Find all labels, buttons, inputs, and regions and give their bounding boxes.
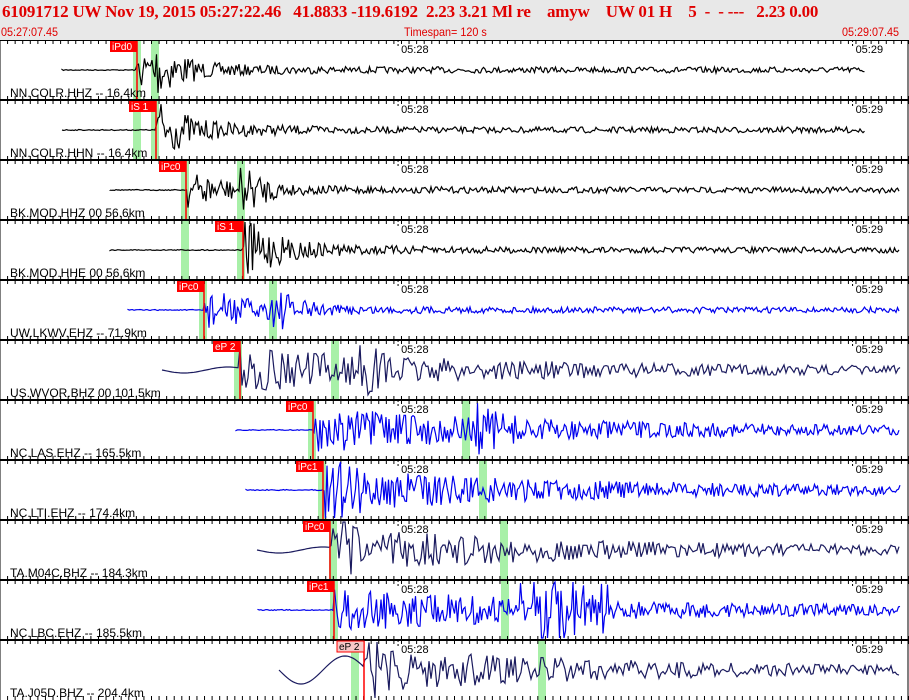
pick-label: eP 2 [215,342,236,353]
trace-panel: 05:28 05:29 eP 2 TA.J05D.BHZ -- 204.4km [0,639,909,700]
trace-panel: 05:28 05:29 iPc1 NC.LBC.EHZ -- 185.5km [0,579,909,640]
minute-label: 05:28 [401,224,429,236]
pick-label-box[interactable] [129,101,156,112]
minute-label: 05:28 [401,344,429,356]
pick-window [462,400,470,460]
station-label: TA.M04C.BHZ -- 184.3km [10,566,148,580]
minute-label: 05:29 [856,464,884,476]
pick-label-box[interactable] [215,221,243,232]
station-label: TA.J05D.BHZ -- 204.4km [10,686,144,700]
minute-label: 05:29 [856,524,884,536]
trace-panel: 05:28 05:29 iPd0 NN.COLR.HHZ -- 16.4km [0,40,909,100]
pick-label: iPc0 [179,282,199,293]
trace-panel: 05:28 05:29 iPc0 BK.MOD.HHZ 00 56.6km [0,159,909,220]
pick-label-box[interactable] [159,161,186,172]
minute-label: 05:29 [856,344,884,356]
station-label: UW.LKWV.EHZ -- 71.9km [10,326,147,340]
minute-label: 05:28 [401,464,429,476]
trace-panel: 05:28 05:29 iPc0 NC.LAS.EHZ -- 165.5km [0,399,909,460]
trace-panel: 05:28 05:29 iS 1 BK.MOD.HHE 00 56.6km [0,219,909,280]
pick-label: iPc1 [309,582,329,593]
minute-label: 05:28 [401,164,429,176]
trace-panel: 05:28 05:29 eP 2 US.WVOR.BHZ 00 101.5km [0,339,909,400]
trace-panel: 05:28 05:29 iS 1 NN.COLR.HHN -- 16.4km [0,99,909,160]
pick-label: iPd0 [112,42,132,53]
waveform [278,641,900,699]
waveform [127,292,900,330]
minute-label: 05:29 [856,404,884,416]
trace-panel: 05:28 05:29 iPc0 TA.M04C.BHZ -- 184.3km [0,519,909,580]
minute-label: 05:28 [401,44,429,56]
waveform [245,461,901,519]
minute-label: 05:28 [401,404,429,416]
end-time: 05:29:07.45 [842,25,900,39]
pick-label: iPc0 [161,162,181,173]
pick-label: iS 1 [131,102,149,113]
waveform [61,104,865,151]
station-label: NC.LBC.EHZ -- 185.5km [10,626,142,640]
pick-window [501,580,509,640]
pick-label-box[interactable] [110,41,137,52]
minute-label: 05:28 [401,284,429,296]
station-label: BK.MOD.HHE 00 56.6km [10,266,145,280]
start-time: 05:27:07.45 [1,25,59,39]
pick-label-box[interactable] [303,521,330,532]
station-label: BK.MOD.HHZ 00 56.6km [10,206,145,220]
waveform [109,221,900,274]
pick-window [351,640,359,700]
pick-label: iPc1 [298,462,318,473]
minute-label: 05:28 [401,584,429,596]
waveform [109,167,900,210]
minute-label: 05:29 [856,584,884,596]
event-header: 61091712 UW Nov 19, 2015 05:27:22.46 41.… [0,0,909,40]
waveform [256,521,900,575]
minute-label: 05:29 [856,44,884,56]
pick-label-box[interactable] [177,281,204,292]
minute-label: 05:29 [856,284,884,296]
waveform [257,580,901,639]
minute-label: 05:29 [856,224,884,236]
event-title: 61091712 UW Nov 19, 2015 05:27:22.46 41.… [2,2,819,21]
minute-label: 05:28 [401,104,429,116]
trace-panel: 05:28 05:29 iPc0 UW.LKWV.EHZ -- 71.9km [0,279,909,340]
station-label: NC.LAS.EHZ -- 165.5km [10,446,141,460]
pick-label-box[interactable] [286,401,313,412]
pick-window [237,160,245,220]
waveform [235,403,900,455]
pick-label-box[interactable] [296,461,323,472]
pick-window [538,640,546,700]
pick-window [234,340,242,400]
minute-label: 05:29 [856,644,884,656]
timespan-label: Timespan= 120 s [404,25,487,39]
station-label: NN.COLR.HHZ -- 16.4km [10,86,146,100]
waveform [61,54,865,93]
pick-label: eP 2 [339,642,360,653]
station-label: US.WVOR.BHZ 00 101.5km [10,386,161,400]
station-label: NN.COLR.HHN -- 16.4km [10,146,147,160]
waveform [161,345,901,397]
pick-label-box[interactable] [336,640,365,653]
minute-label: 05:28 [401,644,429,656]
minute-label: 05:29 [856,164,884,176]
pick-window [329,520,337,580]
pick-label: iPc0 [305,522,325,533]
pick-label: iPc0 [288,402,308,413]
minute-label: 05:28 [401,524,429,536]
minute-label: 05:29 [856,104,884,116]
pick-label-box[interactable] [307,581,334,592]
trace-panel: 05:28 05:29 iPc1 NC.LTI.EHZ -- 174.4km [0,459,909,520]
pick-label-box[interactable] [213,341,240,352]
station-label: NC.LTI.EHZ -- 174.4km [10,506,135,520]
pick-label: iS 1 [217,222,235,233]
